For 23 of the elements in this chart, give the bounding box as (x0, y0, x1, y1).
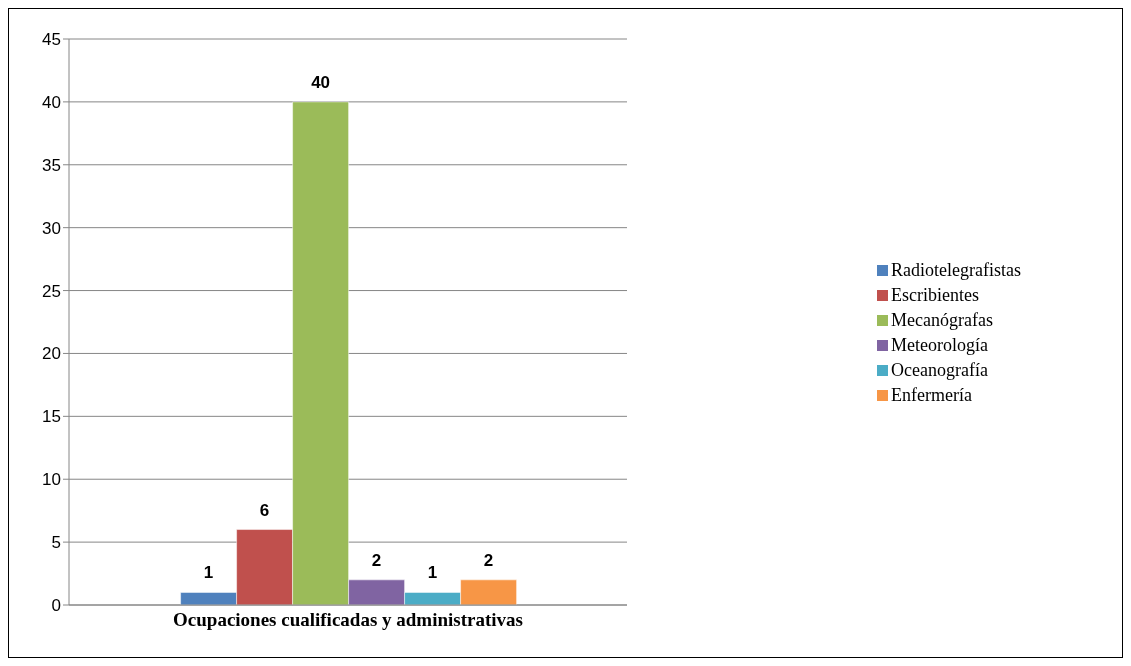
y-tick-label: 30 (42, 218, 61, 238)
legend-label: Enfermería (891, 385, 972, 406)
y-tick-label: 45 (42, 30, 61, 50)
y-tick-label: 25 (42, 281, 61, 301)
x-tick-label: Ocupaciones cualificadas y administrativas (173, 609, 523, 631)
y-tick-label: 20 (42, 344, 61, 364)
legend-label: Oceanografía (891, 360, 988, 381)
data-label: 1 (203, 563, 214, 583)
legend-label: Escribientes (891, 285, 979, 306)
legend-label: Mecanógrafas (891, 310, 993, 331)
y-tick-label: 5 (51, 533, 61, 553)
data-label: 6 (259, 500, 270, 520)
data-label: 2 (371, 550, 382, 570)
legend-label: Radiotelegrafistas (891, 260, 1021, 281)
y-tick-label: 10 (42, 470, 61, 490)
y-tick-label: 40 (42, 92, 61, 112)
y-tick-label: 15 (42, 407, 61, 427)
legend-label: Meteorología (891, 335, 988, 356)
data-label: 2 (483, 550, 494, 570)
y-tick-label: 0 (51, 596, 61, 616)
y-tick-label: 35 (42, 155, 61, 175)
data-label: 1 (427, 563, 438, 583)
data-label: 40 (311, 72, 331, 92)
